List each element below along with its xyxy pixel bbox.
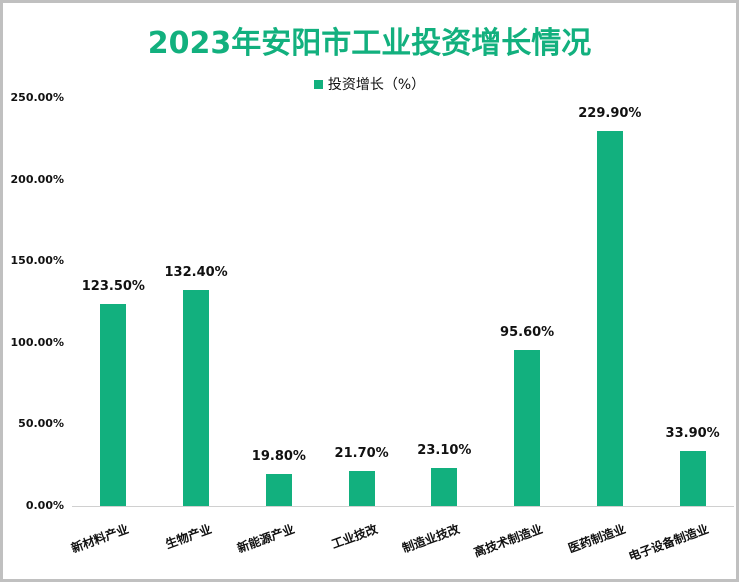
- bar-value-label: 123.50%: [81, 279, 145, 295]
- bar: [183, 289, 210, 506]
- bar-value-label: 19.80%: [251, 448, 306, 464]
- y-tick-label: 100.00%: [10, 335, 64, 349]
- x-tick-label: 医药制造业: [566, 521, 628, 556]
- x-tick-label: 工业技改: [329, 521, 380, 552]
- legend-label: 投资增长（%）: [327, 77, 426, 93]
- y-tick-label: 0.00%: [25, 499, 64, 512]
- bar-value-label: 21.70%: [334, 445, 389, 461]
- bar: [596, 130, 623, 506]
- x-tick-label: 新能源产业: [235, 521, 297, 556]
- y-tick-label: 250.00%: [10, 91, 64, 104]
- y-tick-label: 50.00%: [18, 417, 64, 431]
- bar-value-label: 33.90%: [665, 425, 720, 441]
- x-axis-line: [72, 506, 734, 507]
- bar-value-label: 132.40%: [164, 264, 228, 280]
- x-tick-label: 新材料产业: [69, 521, 131, 556]
- bar: [100, 304, 127, 506]
- x-tick-label: 电子设备制造业: [626, 521, 711, 564]
- x-tick-label: 制造业技改: [400, 521, 462, 556]
- x-tick-label: 生物产业: [163, 521, 214, 552]
- bar: [348, 470, 375, 506]
- y-tick-label: 150.00%: [10, 254, 64, 268]
- bar: [265, 473, 292, 506]
- bar: [679, 450, 706, 506]
- bar: [431, 468, 458, 506]
- legend-swatch: [313, 79, 323, 89]
- legend: 投资增长（%）: [0, 74, 739, 94]
- bar-value-label: 229.90%: [578, 105, 642, 121]
- x-tick-label: 高技术制造业: [472, 521, 545, 560]
- bar-value-label: 23.10%: [417, 443, 472, 459]
- chart-title: 2023年安阳市工业投资增长情况: [147, 26, 592, 61]
- y-tick-label: 200.00%: [10, 172, 64, 186]
- bar-value-label: 95.60%: [500, 324, 555, 340]
- bar: [514, 349, 541, 506]
